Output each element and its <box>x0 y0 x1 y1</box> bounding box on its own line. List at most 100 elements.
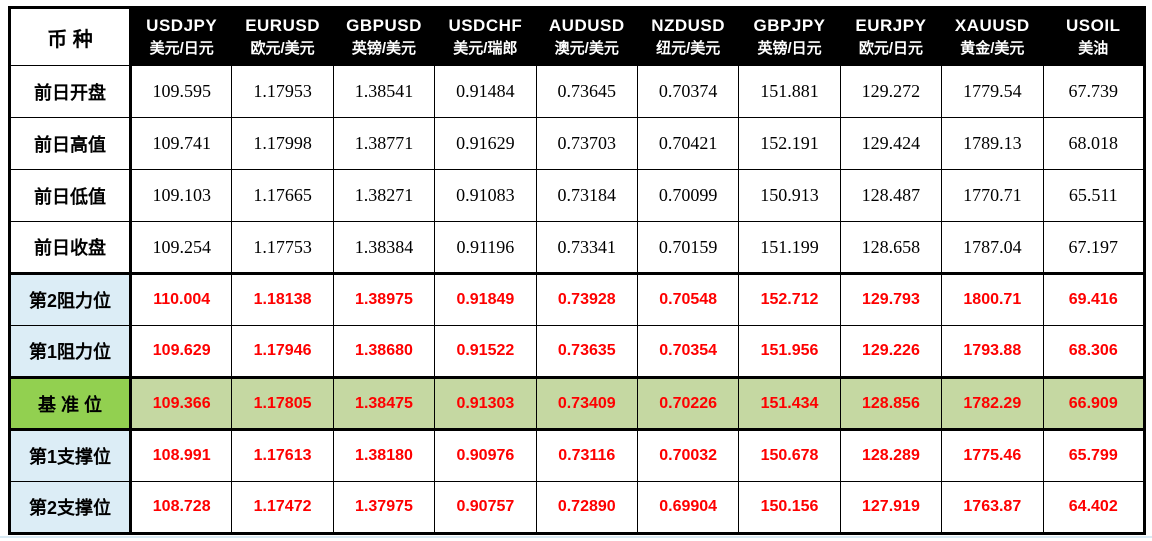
value-cell: 0.69904 <box>636 481 740 534</box>
pair-name-cn: 美元/瑞郎 <box>453 40 518 57</box>
value-cell: 1.18138 <box>231 272 334 326</box>
value-cell: 108.991 <box>129 429 233 482</box>
pair-code: EURJPY <box>855 16 927 35</box>
column-header-usdchf: USDCHF 美元/瑞郎 <box>434 7 537 66</box>
value-cell: 0.70226 <box>636 376 740 431</box>
value-cell: 1763.87 <box>941 481 1044 534</box>
pair-code: XAUUSD <box>954 16 1030 35</box>
pair-code: EURUSD <box>245 16 320 35</box>
value-cell: 151.956 <box>738 325 841 378</box>
pair-name-cn: 英镑/美元 <box>351 40 417 57</box>
pair-name-cn: 英镑/日元 <box>757 40 822 57</box>
table-row-plain: 前日高值 109.741 1.17998 1.38771 0.91629 0.73703 0… <box>9 117 1146 170</box>
row-label: 第2支撑位 <box>9 481 132 534</box>
value-cell: 129.424 <box>839 117 943 170</box>
value-cell: 1.37975 <box>332 481 436 534</box>
value-cell: 127.919 <box>839 481 943 534</box>
row-label: 前日高值 <box>9 117 132 170</box>
value-cell: 68.306 <box>1042 325 1146 378</box>
value-cell: 1789.13 <box>941 117 1044 170</box>
value-cell: 68.018 <box>1042 117 1146 170</box>
value-cell: 1.38771 <box>332 117 436 170</box>
pair-code: USOIL <box>1066 16 1121 35</box>
pair-code: NZDUSD <box>651 16 726 35</box>
column-header-gbpjpy: GBPJPY 英镑/日元 <box>738 7 841 66</box>
value-cell: 0.91196 <box>434 221 537 274</box>
value-cell: 65.799 <box>1042 429 1146 482</box>
value-cell: 129.793 <box>839 272 943 326</box>
table-row-plain: 前日收盘 109.254 1.17753 1.38384 0.91196 0.73341 0… <box>9 221 1146 274</box>
table-head: 币 种 USDJPY 美元/日元 EURUSD 欧元/美元 GBPUSD 英镑/美元 USD… <box>9 7 1146 66</box>
value-cell: 129.272 <box>839 65 943 118</box>
value-cell: 1.17665 <box>231 169 334 222</box>
table-row-level: 第2支撑位 108.728 1.17472 1.37975 0.90757 0.72890… <box>9 481 1146 534</box>
value-cell: 1782.29 <box>941 376 1044 431</box>
value-cell: 0.91849 <box>434 272 537 326</box>
pair-code: USDCHF <box>448 16 523 35</box>
value-cell: 109.254 <box>129 221 233 274</box>
column-header-gbpusd: GBPUSD 英镑/美元 <box>332 7 436 66</box>
value-cell: 0.73116 <box>535 429 638 482</box>
value-cell: 64.402 <box>1042 481 1146 534</box>
value-cell: 129.226 <box>839 325 943 378</box>
gridline-artifact <box>0 536 1152 538</box>
pair-code: USDJPY <box>146 16 218 35</box>
value-cell: 152.191 <box>738 117 841 170</box>
value-cell: 151.881 <box>738 65 841 118</box>
value-cell: 1770.71 <box>941 169 1044 222</box>
value-cell: 66.909 <box>1042 376 1146 431</box>
value-cell: 67.197 <box>1042 221 1146 274</box>
value-cell: 1.17472 <box>231 481 334 534</box>
corner-cell: 币 种 <box>9 7 132 66</box>
value-cell: 0.73635 <box>535 325 638 378</box>
value-cell: 0.90976 <box>434 429 537 482</box>
value-cell: 152.712 <box>738 272 841 326</box>
value-cell: 1.38680 <box>332 325 436 378</box>
value-cell: 109.595 <box>129 65 233 118</box>
column-header-usdjpy: USDJPY 美元/日元 <box>129 7 233 66</box>
value-cell: 1.17613 <box>231 429 334 482</box>
value-cell: 1793.88 <box>941 325 1044 378</box>
table-row-level: 第1阻力位 109.629 1.17946 1.38680 0.91522 0.73635… <box>9 325 1146 378</box>
row-label: 第2阻力位 <box>9 272 132 326</box>
value-cell: 128.289 <box>839 429 943 482</box>
table-row-pivot: 基 准 位 109.366 1.17805 1.38475 0.91303 0.73409… <box>9 376 1146 431</box>
pair-code: GBPUSD <box>346 16 422 35</box>
value-cell: 150.913 <box>738 169 841 222</box>
pair-name-cn: 纽元/美元 <box>656 40 721 57</box>
value-cell: 128.856 <box>839 376 943 431</box>
value-cell: 1.17998 <box>231 117 334 170</box>
fx-pivot-table: 币 种 USDJPY 美元/日元 EURUSD 欧元/美元 GBPUSD 英镑/美元 USD… <box>8 6 1146 535</box>
value-cell: 1.38384 <box>332 221 436 274</box>
value-cell: 1800.71 <box>941 272 1044 326</box>
column-header-xauusd: XAUUSD 黄金/美元 <box>941 7 1044 66</box>
value-cell: 0.91083 <box>434 169 537 222</box>
value-cell: 1787.04 <box>941 221 1044 274</box>
value-cell: 1.17805 <box>231 376 334 431</box>
column-header-audusd: AUDUSD 澳元/美元 <box>535 7 638 66</box>
value-cell: 0.73645 <box>535 65 638 118</box>
row-label: 前日收盘 <box>9 221 132 274</box>
value-cell: 110.004 <box>129 272 233 326</box>
corner-label: 币 种 <box>47 28 93 51</box>
value-cell: 65.511 <box>1042 169 1146 222</box>
value-cell: 0.73341 <box>535 221 638 274</box>
column-header-usoil: USOIL 美油 <box>1042 7 1146 66</box>
value-cell: 69.416 <box>1042 272 1146 326</box>
value-cell: 1.38975 <box>332 272 436 326</box>
pair-name-cn: 欧元/美元 <box>250 40 315 57</box>
value-cell: 67.739 <box>1042 65 1146 118</box>
value-cell: 0.91629 <box>434 117 537 170</box>
value-cell: 0.70421 <box>636 117 740 170</box>
value-cell: 151.199 <box>738 221 841 274</box>
header-row: 币 种 USDJPY 美元/日元 EURUSD 欧元/美元 GBPUSD 英镑/美元 USD… <box>9 7 1146 66</box>
row-label: 第1支撑位 <box>9 429 132 482</box>
row-label: 基 准 位 <box>9 376 132 431</box>
value-cell: 1.38180 <box>332 429 436 482</box>
value-cell: 0.72890 <box>535 481 638 534</box>
value-cell: 109.741 <box>129 117 233 170</box>
table-row-plain: 前日开盘 109.595 1.17953 1.38541 0.91484 0.73645 0… <box>9 65 1146 118</box>
value-cell: 109.629 <box>129 325 233 378</box>
value-cell: 0.73409 <box>535 376 638 431</box>
